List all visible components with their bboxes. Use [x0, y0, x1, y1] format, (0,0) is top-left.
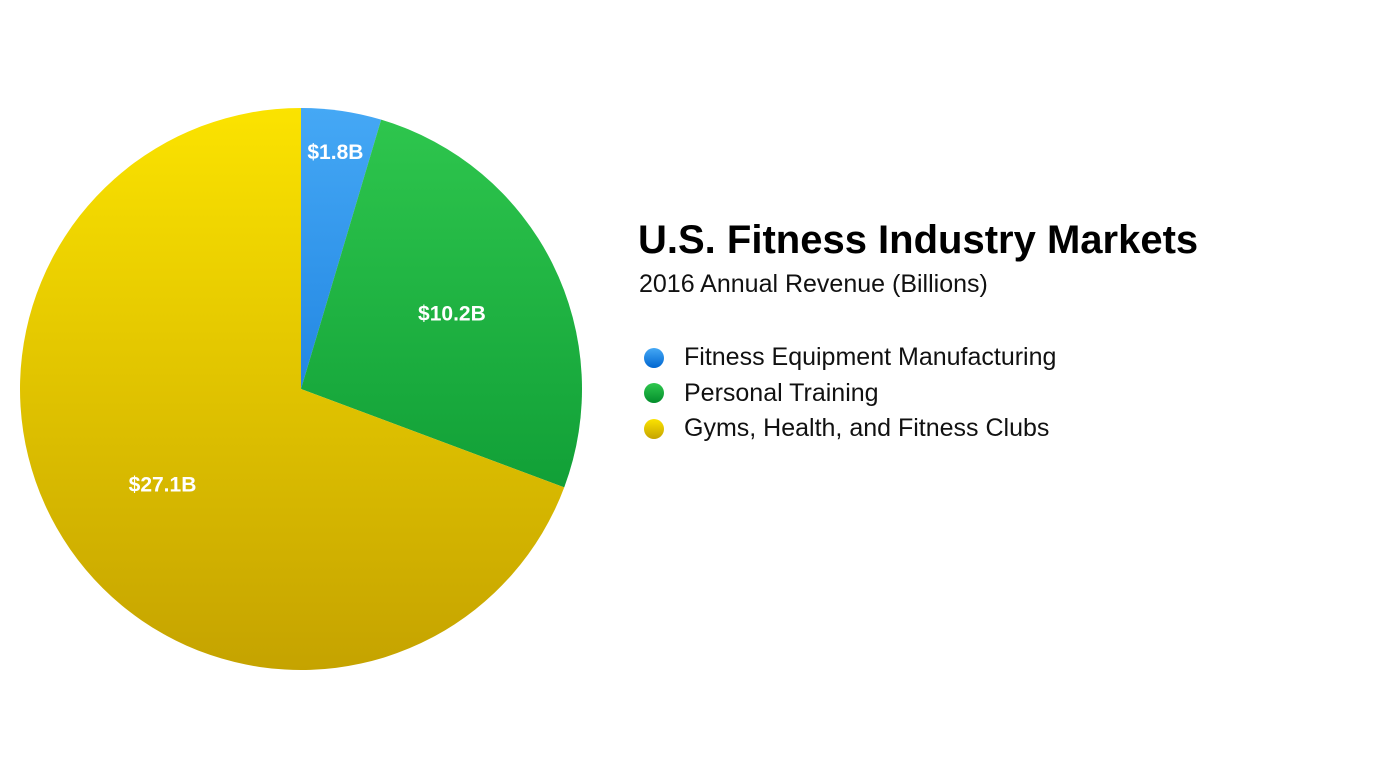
pie-slice-gyms-health-and-fitness-clubs	[20, 108, 565, 670]
pie-slice-labels: $1.8B $10.2B $27.1B	[129, 141, 486, 497]
legend-marker	[644, 383, 664, 404]
chart-subtitle: 2016 Annual Revenue (Billions)	[639, 270, 988, 298]
pie-slice-fitness-equipment-manufacturing	[301, 108, 382, 389]
pie-slice-personal-training	[301, 119, 582, 488]
chart-title: U.S. Fitness Industry Markets	[638, 218, 1199, 262]
legend-label: Fitness Equipment Manufacturing	[684, 343, 1057, 372]
slice-label-fitness-equipment-manufacturing: $1.8B	[307, 141, 363, 164]
slice-label-personal-training: $10.2B	[418, 302, 486, 325]
pie-slices	[20, 108, 582, 670]
slice-label-gyms-health-and-fitness-clubs: $27.1B	[129, 474, 197, 497]
legend-marker	[644, 347, 664, 368]
legend-item-fitness-equipment-manufacturing: Fitness Equipment Manufacturing	[644, 340, 1056, 376]
legend-marker	[644, 418, 664, 439]
legend-item-personal-training: Personal Training	[644, 376, 1056, 412]
pie-chart: $1.8B $10.2B $27.1B	[20, 108, 582, 670]
legend-item-gyms-health-and-fitness-clubs: Gyms, Health, and Fitness Clubs	[644, 411, 1056, 447]
chart-legend: Fitness Equipment Manufacturing Personal …	[644, 340, 1056, 447]
legend-label: Personal Training	[684, 378, 879, 407]
legend-label: Gyms, Health, and Fitness Clubs	[684, 414, 1050, 443]
